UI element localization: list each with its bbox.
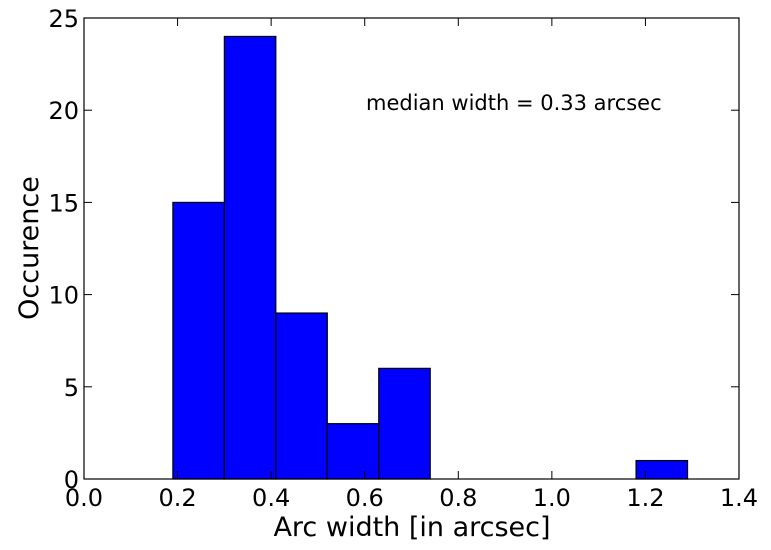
plot-frame <box>83 17 740 480</box>
median-annotation: median width = 0.33 arcsec <box>366 91 662 115</box>
bars-group <box>172 35 689 480</box>
histogram-bar <box>172 201 225 480</box>
y-tick-label: 5 <box>64 374 79 402</box>
histogram-bar <box>378 367 431 480</box>
y-tick-label: 0 <box>64 466 79 494</box>
ticks-group: 0.0 0.2 0.4 0.6 0.8 1.0 1.2 1.4 0 5 10 15 20 25 <box>48 5 758 512</box>
x-tick-label: 0.2 <box>158 484 196 512</box>
x-tick-label: 0.0 <box>65 484 103 512</box>
x-tick-label: 1.2 <box>626 484 664 512</box>
histogram-bar <box>223 35 277 480</box>
y-tick-label: 15 <box>48 189 79 217</box>
histogram-bar <box>275 312 328 480</box>
x-tick-label: 0.6 <box>346 484 384 512</box>
y-tick-label: 20 <box>48 97 79 125</box>
histogram-bar <box>326 423 380 480</box>
x-axis-label: Arc width [in arcsec] <box>273 512 550 543</box>
y-tick-label: 25 <box>48 5 79 33</box>
x-tick-label: 0.4 <box>252 484 290 512</box>
y-tick-label: 10 <box>48 282 79 310</box>
y-axis-label: Occurence <box>14 176 45 320</box>
histogram-bar <box>635 459 689 480</box>
x-tick-label: 1.0 <box>533 484 571 512</box>
x-tick-label: 0.8 <box>439 484 477 512</box>
x-tick-label: 1.4 <box>720 484 758 512</box>
